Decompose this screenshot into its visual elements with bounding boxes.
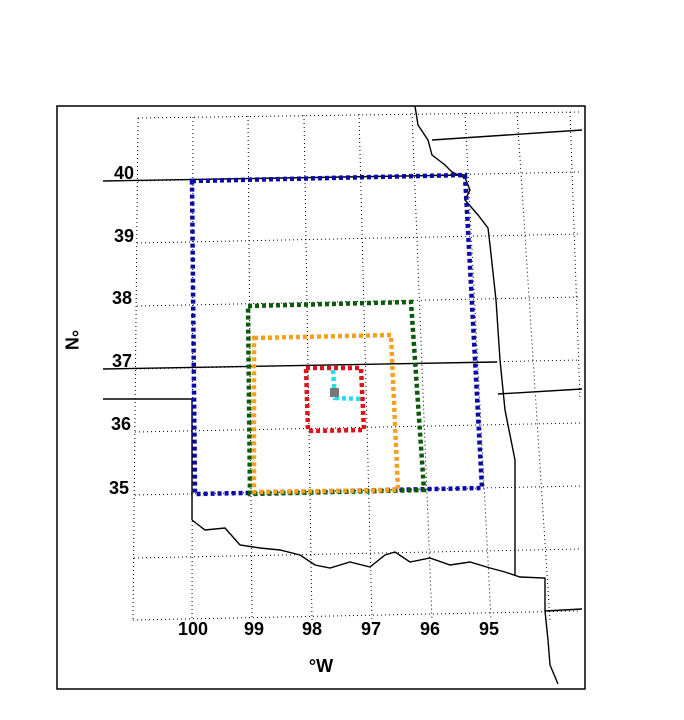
state-borders xyxy=(102,105,583,685)
domain-box xyxy=(189,172,485,497)
domain-box xyxy=(303,365,367,434)
site-marker xyxy=(330,388,339,397)
latitude-label: 38 xyxy=(112,288,132,308)
border xyxy=(191,519,559,685)
frame xyxy=(56,105,586,690)
x-axis-label: °W xyxy=(309,656,333,676)
longitude-label: 95 xyxy=(479,619,499,639)
grid-line xyxy=(133,548,581,559)
grid-line xyxy=(411,112,433,621)
grid-line xyxy=(137,171,581,182)
graticule xyxy=(132,111,581,621)
domain-box xyxy=(245,299,427,497)
border xyxy=(414,105,516,575)
domains xyxy=(189,172,485,497)
grid-line xyxy=(191,116,194,621)
longitude-label: 97 xyxy=(361,619,381,639)
grid-line xyxy=(137,111,581,119)
grid-line xyxy=(464,112,492,621)
latitude-label: 36 xyxy=(111,414,131,434)
grid-line xyxy=(569,111,581,401)
grid-line xyxy=(134,422,581,433)
longitude-label: 100 xyxy=(178,619,208,639)
longitude-label: 98 xyxy=(302,619,322,639)
border xyxy=(102,361,498,370)
border xyxy=(497,388,583,395)
domain-box xyxy=(251,332,401,495)
y-axis-label: °N xyxy=(61,330,81,350)
latitude-label: 35 xyxy=(109,478,129,498)
border xyxy=(431,129,583,141)
longitude-label: 99 xyxy=(244,619,264,639)
latitude-label: 40 xyxy=(114,163,134,183)
grid-line xyxy=(132,610,581,621)
grid-line xyxy=(136,233,581,244)
longitude-label: 96 xyxy=(420,619,440,639)
latitude-label: 37 xyxy=(112,351,132,371)
domain-box xyxy=(330,369,363,402)
grid-line xyxy=(358,113,373,621)
grid-line xyxy=(136,296,581,307)
latitude-label: 39 xyxy=(114,226,134,246)
labels: °N °W 40 39 38 37 36 35 100 99 98 97 96 95 xyxy=(61,163,499,676)
grid-line xyxy=(516,111,551,621)
border xyxy=(544,608,583,612)
